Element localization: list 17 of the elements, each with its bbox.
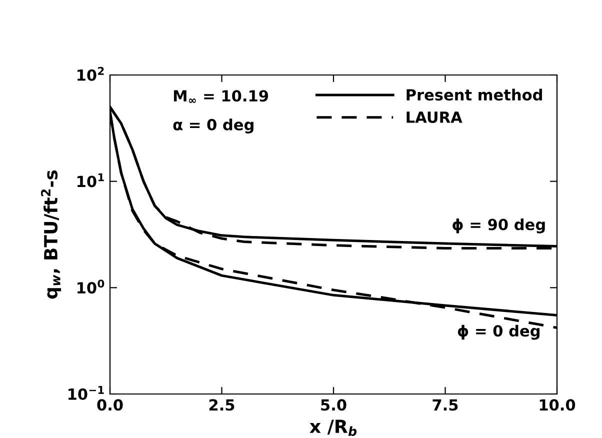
y-tick-label: 10$^{0}$ [78,280,104,294]
x-axis-title: x /R$_{b}$ [310,420,357,436]
legend-label: Present method [406,88,542,101]
y-tick-label: 10$^{1}$ [78,173,104,188]
x-tick-label: 5.0 [321,399,346,411]
annotation: ϕ = 90 deg [452,218,545,234]
x-tick-label: 10.0 [540,399,576,411]
annotation: M$_{∞}$ = 10.19 [174,90,268,103]
x-tick-label: 0.0 [97,399,123,411]
x-tick-label: 2.5 [209,399,234,411]
legend-label: LAURA [406,112,462,123]
y-tick-label: 10$^{−1}$ [68,386,104,400]
x-tick-label: 7.5 [432,399,458,411]
annotation: α = 0 deg [173,118,254,134]
annotation: ϕ = 0 deg [458,324,540,340]
y-tick-label: 10$^{2}$ [78,66,104,81]
y-axis-title: q$_{w}$, BTU/ft$^{2}$-s [41,170,62,299]
